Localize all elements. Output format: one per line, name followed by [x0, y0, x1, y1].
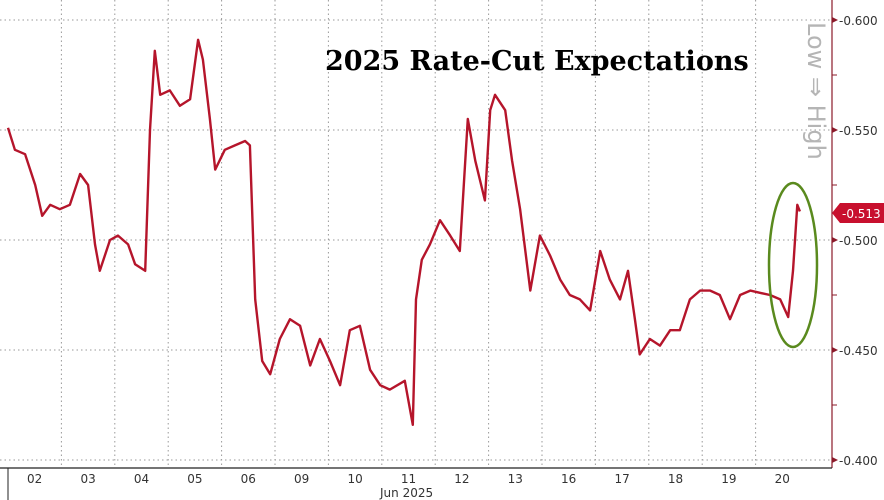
x-tick-label: 13: [508, 472, 523, 486]
gridlines: [0, 0, 832, 468]
last-value-badge: -0.513: [832, 203, 884, 223]
x-tick-label: 11: [401, 472, 416, 486]
y-tick-label: -0.450: [839, 344, 878, 358]
x-tick-label: 10: [347, 472, 362, 486]
x-tick-label: 09: [294, 472, 309, 486]
y-tick-marker: [832, 127, 838, 133]
highlight-ellipse: [767, 181, 819, 349]
x-axis-label: Jun 2025: [379, 486, 433, 500]
x-tick-label: 04: [134, 472, 149, 486]
x-tick-label: 17: [614, 472, 629, 486]
y-tick-label: -0.550: [839, 124, 878, 138]
y-tick-marker: [832, 457, 838, 463]
x-tick-label: 19: [721, 472, 736, 486]
y-tick-label: -0.400: [839, 454, 878, 468]
y-tick-labels: -0.600 -0.550 -0.500 -0.450 -0.400: [839, 14, 878, 468]
x-tick-label: 16: [561, 472, 576, 486]
x-tick-label: 02: [27, 472, 42, 486]
x-tick-label: 18: [668, 472, 683, 486]
x-tick-labels: 02 03 04 05 06 09 10 11 12 13 16 17 18 19 20: [27, 472, 790, 486]
y-tick-marker: [832, 237, 838, 243]
y-tick-label: -0.600: [839, 14, 878, 28]
y-tick-marker: [832, 17, 838, 23]
x-tick-label: 06: [241, 472, 256, 486]
x-tick-label: 05: [187, 472, 202, 486]
y-tick-label: -0.500: [839, 234, 878, 248]
y-tick-marker: [832, 347, 838, 353]
axes: [0, 0, 838, 500]
last-value-label: -0.513: [842, 207, 881, 221]
y-axis-side-label: Low ⇒ High: [802, 22, 830, 160]
series-line: [6, 38, 802, 426]
x-tick-label: 12: [454, 472, 469, 486]
x-tick-label: 20: [775, 472, 790, 486]
chart-title: 2025 Rate-Cut Expectations: [325, 46, 749, 77]
x-tick-label: 03: [80, 472, 95, 486]
